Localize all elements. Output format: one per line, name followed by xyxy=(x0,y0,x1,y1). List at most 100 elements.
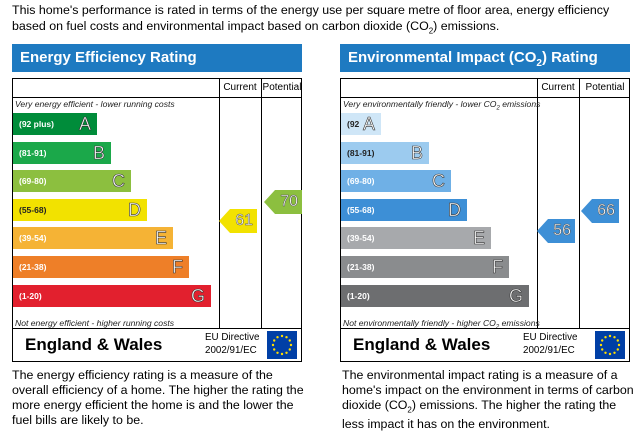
eu-flag-icon xyxy=(267,331,297,359)
environmental-impact-title-a: Environmental Impact (CO xyxy=(348,49,537,66)
environment-description: The environmental impact rating is a mea… xyxy=(342,368,637,432)
bottom-note: Not energy efficient - higher running co… xyxy=(15,318,175,328)
band-range-label: (92 plus) xyxy=(19,119,54,129)
environment-description-a: The environmental impact rating is a mea… xyxy=(342,368,634,412)
top-note: Very environmentally friendly - lower CO… xyxy=(343,99,540,112)
potential-column-divider xyxy=(261,79,262,328)
band-range-label: (39-54) xyxy=(19,233,47,244)
band-letter: G xyxy=(508,285,524,306)
band-letter: G xyxy=(190,285,206,306)
band-range-label: (81-91) xyxy=(347,147,375,158)
top-note-b: emissions xyxy=(499,99,541,109)
environmental-impact-title-sub: 2 xyxy=(536,58,542,69)
eu-directive-line2: 2002/91/EC xyxy=(523,345,575,356)
rating-band-e: (39-54) E xyxy=(13,227,173,250)
environmental-impact-title-b: ) Rating xyxy=(541,49,598,66)
bottom-note-b: emissions xyxy=(499,318,540,328)
energy-efficiency-chart: Current Potential Very energy efficient … xyxy=(12,78,302,328)
eu-directive-text: EU Directive 2002/91/EC xyxy=(523,331,577,357)
current-header: Current xyxy=(223,82,257,93)
rating-band-b: (81-91) B xyxy=(13,141,111,164)
band-letter: E xyxy=(154,228,168,249)
energy-efficiency-title: Energy Efficiency Rating xyxy=(12,44,302,72)
region-label: England & Wales xyxy=(353,335,491,354)
rating-arrow-icon xyxy=(581,198,619,223)
rating-band-a: (92 plus)A xyxy=(341,113,381,151)
band-range-label: (1-20) xyxy=(347,290,370,301)
rating-arrow-icon xyxy=(537,219,575,244)
current-rating-arrow: 61 xyxy=(219,209,257,234)
header-divider xyxy=(341,97,629,98)
band-range-label: (21-38) xyxy=(19,262,47,272)
environmental-impact-panel: Environmental Impact (CO2) Rating Curren… xyxy=(340,44,630,362)
current-rating-arrow-value: 61 xyxy=(235,212,253,230)
band-letter: B xyxy=(410,142,424,163)
band-range-label: (81-91) xyxy=(19,147,47,158)
band-range-label: (21-38) xyxy=(347,262,375,272)
potential-header: Potential xyxy=(262,82,302,93)
eu-directive-text: EU Directive 2002/91/EC xyxy=(205,331,259,357)
intro-co2-subscript: 2 xyxy=(428,26,434,36)
energy-footer: England & Wales EU Directive 2002/91/EC xyxy=(12,328,302,362)
potential-rating-arrow: 66 xyxy=(581,198,619,223)
band-range-label: (55-68) xyxy=(19,204,47,215)
rating-band-b: (81-91) B xyxy=(341,141,429,164)
band-letter: A xyxy=(78,114,92,135)
rating-band-g: (1-20) G xyxy=(13,284,211,307)
top-note: Very energy efficient - lower running co… xyxy=(15,99,175,109)
rating-band-d: (55-68) D xyxy=(13,198,147,221)
band-letter: F xyxy=(492,257,504,278)
band-letter: D xyxy=(128,199,142,220)
potential-column-divider xyxy=(579,79,580,328)
rating-band-c: (69-80) C xyxy=(13,170,131,193)
bottom-note-sub: 2 xyxy=(495,324,500,331)
current-column-divider xyxy=(219,79,220,328)
band-range-label: (39-54) xyxy=(347,233,375,244)
intro-text-b: ) emissions. xyxy=(433,19,500,33)
environment-description-b: ) emissions. The higher the rating the l… xyxy=(342,398,617,432)
band-letter: E xyxy=(472,228,486,249)
band-range-label: (55-68) xyxy=(347,204,375,215)
environmental-impact-chart: Current Potential Very environmentally f… xyxy=(340,78,630,331)
current-header: Current xyxy=(541,82,575,93)
current-column-divider xyxy=(537,79,538,328)
band-letter: D xyxy=(448,199,462,220)
band-range-label: (69-80) xyxy=(347,176,375,187)
rating-band-d: (55-68) D xyxy=(341,198,467,221)
environment-description-sub: 2 xyxy=(407,405,412,415)
potential-rating-arrow-value: 66 xyxy=(597,201,615,220)
energy-description: The energy efficiency rating is a measur… xyxy=(12,368,304,427)
eu-flag-icon xyxy=(595,331,625,359)
eu-directive-line1: EU Directive xyxy=(523,332,578,343)
eu-directive-line2: 2002/91/EC xyxy=(205,345,257,356)
potential-rating-arrow-value: 70 xyxy=(280,193,298,211)
header-divider xyxy=(13,97,301,98)
environmental-impact-title: Environmental Impact (CO2) Rating xyxy=(340,44,630,72)
band-letter: F xyxy=(172,257,184,278)
intro-text: This home's performance is rated in term… xyxy=(12,2,637,39)
rating-band-a: (92 plus) A xyxy=(13,113,97,135)
band-letter: A xyxy=(362,114,376,135)
environment-footer: England & Wales EU Directive 2002/91/EC xyxy=(340,328,630,362)
potential-header: Potential xyxy=(585,82,625,93)
band-letter: C xyxy=(432,171,446,192)
rating-band-f: (21-38) F xyxy=(341,256,509,278)
band-letter: B xyxy=(92,142,106,163)
rating-band-f: (21-38) F xyxy=(13,256,189,278)
band-letter: C xyxy=(112,171,126,192)
energy-efficiency-panel: Energy Efficiency Rating Current Potenti… xyxy=(12,44,302,362)
current-rating-arrow: 56 xyxy=(537,219,575,244)
rating-band-c: (69-80) C xyxy=(341,170,451,193)
potential-rating-arrow: 70 xyxy=(264,190,302,215)
rating-arrow-icon xyxy=(264,190,302,215)
eu-directive-line1: EU Directive xyxy=(205,332,260,343)
band-range-label: (69-80) xyxy=(19,176,47,187)
intro-text-a: This home's performance is rated in term… xyxy=(12,3,610,33)
bottom-note: Not environmentally friendly - higher CO… xyxy=(343,318,540,331)
bottom-note-a: Not environmentally friendly - higher CO xyxy=(343,318,496,328)
current-rating-arrow-value: 56 xyxy=(553,222,571,240)
rating-band-e: (39-54) E xyxy=(341,227,491,250)
band-range-label: (1-20) xyxy=(19,290,42,301)
rating-arrow-icon xyxy=(219,209,257,234)
region-label: England & Wales xyxy=(25,335,163,354)
